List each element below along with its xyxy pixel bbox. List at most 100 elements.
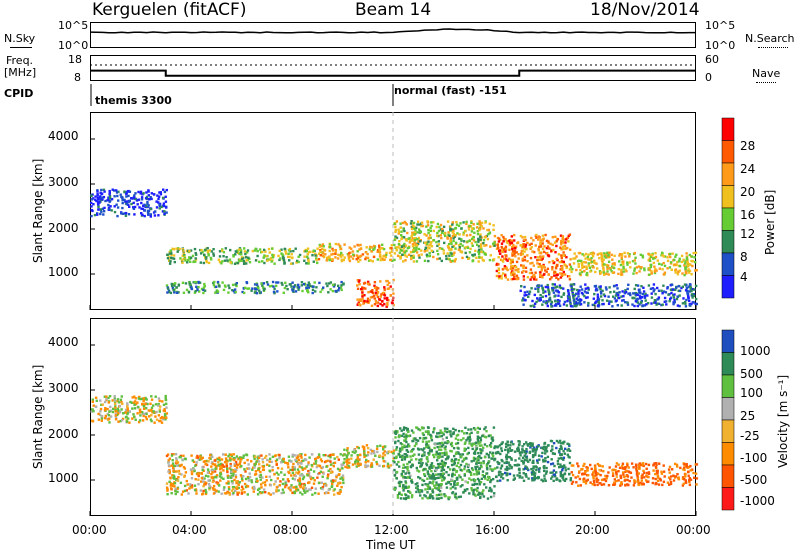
power-cell <box>96 198 100 201</box>
velocity-cell <box>489 442 493 445</box>
power-cell <box>170 252 173 255</box>
power-cell <box>497 277 501 280</box>
velocity-cell <box>166 489 169 492</box>
velocity-cell <box>278 484 281 487</box>
velocity-cell <box>227 488 231 491</box>
power-cell <box>90 194 93 197</box>
velocity-cell <box>266 458 269 462</box>
velocity-cell <box>313 479 316 482</box>
velocity-cell <box>332 453 335 456</box>
power-cell <box>258 248 262 251</box>
power-cell <box>643 295 647 298</box>
velocity-cell <box>327 454 330 458</box>
velocity-cell <box>464 480 467 483</box>
velocity-cell <box>109 409 112 412</box>
power-cell <box>316 261 319 265</box>
power-cell <box>261 250 264 254</box>
power-cell <box>378 251 382 254</box>
velocity-cell <box>237 483 240 486</box>
velocity-cell <box>120 395 123 398</box>
power-cell <box>575 268 578 272</box>
power-cell <box>458 248 461 251</box>
velocity-cell <box>387 465 390 468</box>
power-cell <box>347 258 351 261</box>
velocity-cell <box>399 442 402 445</box>
velocity-cell <box>225 460 229 463</box>
velocity-cell <box>185 489 188 492</box>
velocity-cell <box>171 462 175 465</box>
velocity-cell <box>477 440 480 443</box>
velocity-cell <box>559 473 563 476</box>
power-cell <box>554 235 557 238</box>
velocity-cell <box>459 495 462 498</box>
power-cell <box>400 245 404 248</box>
power-cell <box>172 254 176 257</box>
power-cell <box>551 236 554 239</box>
velocity-cell <box>356 460 360 463</box>
velocity-cell <box>231 482 234 485</box>
power-cell <box>450 242 453 245</box>
velocity-cell <box>476 438 479 441</box>
power-cell <box>506 241 509 245</box>
velocity-cell <box>323 483 326 486</box>
power-cell <box>598 285 601 289</box>
velocity-cell <box>158 399 161 403</box>
velocity-cell <box>560 453 563 456</box>
power-cell <box>158 191 161 194</box>
velocity-cell <box>357 446 360 450</box>
velocity-cell <box>396 494 400 497</box>
power-cell <box>538 236 541 239</box>
power-cell <box>253 249 257 252</box>
velocity-cell <box>125 420 129 423</box>
velocity-cell <box>289 489 292 492</box>
velocity-cell <box>438 445 442 448</box>
power-cell <box>562 287 565 290</box>
power-cell <box>471 237 474 241</box>
velocity-cell <box>214 467 217 470</box>
velocity-cell <box>500 458 503 462</box>
power-cell <box>246 249 250 252</box>
power-cell <box>447 231 450 234</box>
velocity-cell <box>284 482 287 485</box>
power-cell <box>140 207 143 210</box>
velocity-cell <box>543 477 546 480</box>
power-cell <box>561 237 564 240</box>
velocity-cell <box>453 484 456 487</box>
power-cell <box>664 291 668 294</box>
power-cell <box>367 291 370 294</box>
velocity-cell <box>522 479 526 482</box>
velocity-cell <box>518 457 521 460</box>
velocity-cell <box>430 464 433 467</box>
power-cell <box>440 259 443 263</box>
power-cell <box>373 281 377 284</box>
velocity-cell <box>455 497 458 500</box>
velocity-cell <box>436 435 439 439</box>
velocity-cell <box>445 453 448 456</box>
power-cell <box>394 230 397 233</box>
velocity-cell <box>471 447 474 451</box>
power-cell <box>424 246 427 249</box>
velocity-cell <box>204 462 207 466</box>
power-cell <box>240 253 243 256</box>
power-cell <box>536 259 539 262</box>
power-cell <box>561 268 564 271</box>
power-cell <box>478 221 481 225</box>
velocity-cell <box>220 462 223 466</box>
power-cell <box>322 252 325 255</box>
velocity-cell <box>227 455 230 458</box>
power-cell <box>600 292 603 295</box>
power-cell <box>606 265 609 269</box>
velocity-cell <box>141 412 145 416</box>
power-cell <box>533 250 536 254</box>
velocity-cell <box>219 468 222 471</box>
velocity-cell <box>134 397 137 400</box>
power-cell <box>423 250 426 253</box>
power-cell <box>401 221 404 225</box>
power-cell <box>562 292 566 295</box>
power-cell <box>288 255 291 259</box>
power-cell <box>193 280 197 284</box>
power-cell <box>526 276 530 279</box>
power-cell <box>581 253 584 256</box>
power-cell <box>296 259 299 263</box>
